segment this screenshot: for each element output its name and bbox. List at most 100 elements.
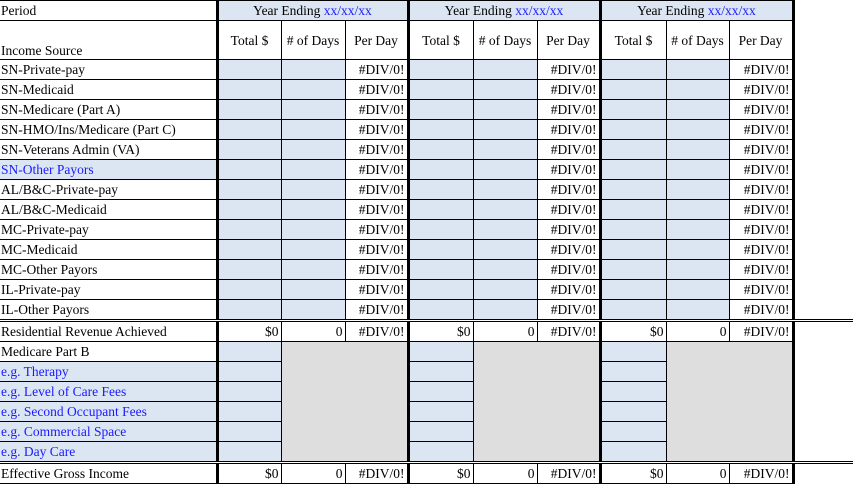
days-input[interactable] <box>472 99 538 120</box>
year-ending-header[interactable]: Year Ending xx/xx/xx <box>598 0 795 21</box>
total-input[interactable] <box>406 361 474 382</box>
total-input[interactable] <box>215 119 282 140</box>
days-input[interactable] <box>280 99 346 120</box>
total-input[interactable] <box>215 219 282 240</box>
total-input[interactable] <box>215 139 282 160</box>
total-input[interactable] <box>598 239 667 260</box>
days-input[interactable] <box>472 259 538 280</box>
total-input[interactable] <box>598 421 667 442</box>
other-income-label[interactable]: e.g. Day Care <box>0 441 218 463</box>
days-input[interactable] <box>280 79 346 100</box>
days-input[interactable] <box>665 259 730 280</box>
days-input[interactable] <box>280 139 346 160</box>
total-input[interactable] <box>215 259 282 280</box>
year-ending-date[interactable]: xx/xx/xx <box>323 3 372 18</box>
total-input[interactable] <box>598 381 667 402</box>
days-input[interactable] <box>665 119 730 140</box>
total-input[interactable] <box>406 279 474 300</box>
total-input[interactable] <box>598 219 667 240</box>
days-input[interactable] <box>665 219 730 240</box>
total-input[interactable] <box>215 239 282 260</box>
total-input[interactable] <box>406 441 474 463</box>
days-input[interactable] <box>665 159 730 180</box>
total-input[interactable] <box>598 159 667 180</box>
total-input[interactable] <box>406 259 474 280</box>
total-input[interactable] <box>598 179 667 200</box>
total-input[interactable] <box>215 421 282 442</box>
total-input[interactable] <box>406 219 474 240</box>
days-input[interactable] <box>280 179 346 200</box>
days-input[interactable] <box>472 159 538 180</box>
total-input[interactable] <box>598 341 667 362</box>
total-input[interactable] <box>215 361 282 382</box>
total-input[interactable] <box>598 361 667 382</box>
days-input[interactable] <box>665 139 730 160</box>
total-input[interactable] <box>215 299 282 321</box>
total-input[interactable] <box>406 139 474 160</box>
total-input[interactable] <box>215 179 282 200</box>
total-input[interactable] <box>598 401 667 422</box>
total-input[interactable] <box>215 59 282 80</box>
days-input[interactable] <box>665 99 730 120</box>
total-input[interactable] <box>406 239 474 260</box>
other-income-label[interactable]: e.g. Level of Care Fees <box>0 381 218 402</box>
total-input[interactable] <box>215 279 282 300</box>
total-input[interactable] <box>406 159 474 180</box>
total-input[interactable] <box>598 279 667 300</box>
total-input[interactable] <box>215 401 282 422</box>
total-input[interactable] <box>215 159 282 180</box>
total-input[interactable] <box>598 259 667 280</box>
days-input[interactable] <box>280 259 346 280</box>
year-ending-header[interactable]: Year Ending xx/xx/xx <box>215 0 409 21</box>
days-input[interactable] <box>280 279 346 300</box>
total-input[interactable] <box>598 199 667 220</box>
days-input[interactable] <box>280 119 346 140</box>
total-input[interactable] <box>406 421 474 442</box>
total-input[interactable] <box>406 179 474 200</box>
total-input[interactable] <box>406 381 474 402</box>
total-input[interactable] <box>406 401 474 422</box>
year-ending-header[interactable]: Year Ending xx/xx/xx <box>406 0 601 21</box>
total-input[interactable] <box>598 119 667 140</box>
days-input[interactable] <box>665 79 730 100</box>
days-input[interactable] <box>472 239 538 260</box>
days-input[interactable] <box>472 179 538 200</box>
total-input[interactable] <box>406 99 474 120</box>
total-input[interactable] <box>406 119 474 140</box>
total-input[interactable] <box>598 139 667 160</box>
total-input[interactable] <box>215 381 282 402</box>
days-input[interactable] <box>472 219 538 240</box>
days-input[interactable] <box>280 299 346 321</box>
days-input[interactable] <box>665 59 730 80</box>
total-input[interactable] <box>406 59 474 80</box>
days-input[interactable] <box>665 279 730 300</box>
days-input[interactable] <box>665 299 730 321</box>
days-input[interactable] <box>665 179 730 200</box>
total-input[interactable] <box>215 341 282 362</box>
days-input[interactable] <box>665 239 730 260</box>
other-income-label[interactable]: e.g. Therapy <box>0 361 218 382</box>
days-input[interactable] <box>280 219 346 240</box>
total-input[interactable] <box>406 341 474 362</box>
total-input[interactable] <box>406 79 474 100</box>
days-input[interactable] <box>472 139 538 160</box>
days-input[interactable] <box>280 239 346 260</box>
days-input[interactable] <box>472 299 538 321</box>
days-input[interactable] <box>472 79 538 100</box>
total-input[interactable] <box>598 441 667 463</box>
year-ending-date[interactable]: xx/xx/xx <box>515 3 564 18</box>
total-input[interactable] <box>598 99 667 120</box>
days-input[interactable] <box>280 159 346 180</box>
total-input[interactable] <box>406 199 474 220</box>
days-input[interactable] <box>665 199 730 220</box>
total-input[interactable] <box>215 441 282 463</box>
days-input[interactable] <box>280 59 346 80</box>
income-source-label[interactable]: SN-Other Payors <box>0 159 218 180</box>
total-input[interactable] <box>215 79 282 100</box>
days-input[interactable] <box>472 199 538 220</box>
year-ending-date[interactable]: xx/xx/xx <box>707 3 756 18</box>
other-income-label[interactable]: e.g. Second Occupant Fees <box>0 401 218 422</box>
days-input[interactable] <box>472 59 538 80</box>
other-income-label[interactable]: e.g. Commercial Space <box>0 421 218 442</box>
total-input[interactable] <box>598 299 667 321</box>
